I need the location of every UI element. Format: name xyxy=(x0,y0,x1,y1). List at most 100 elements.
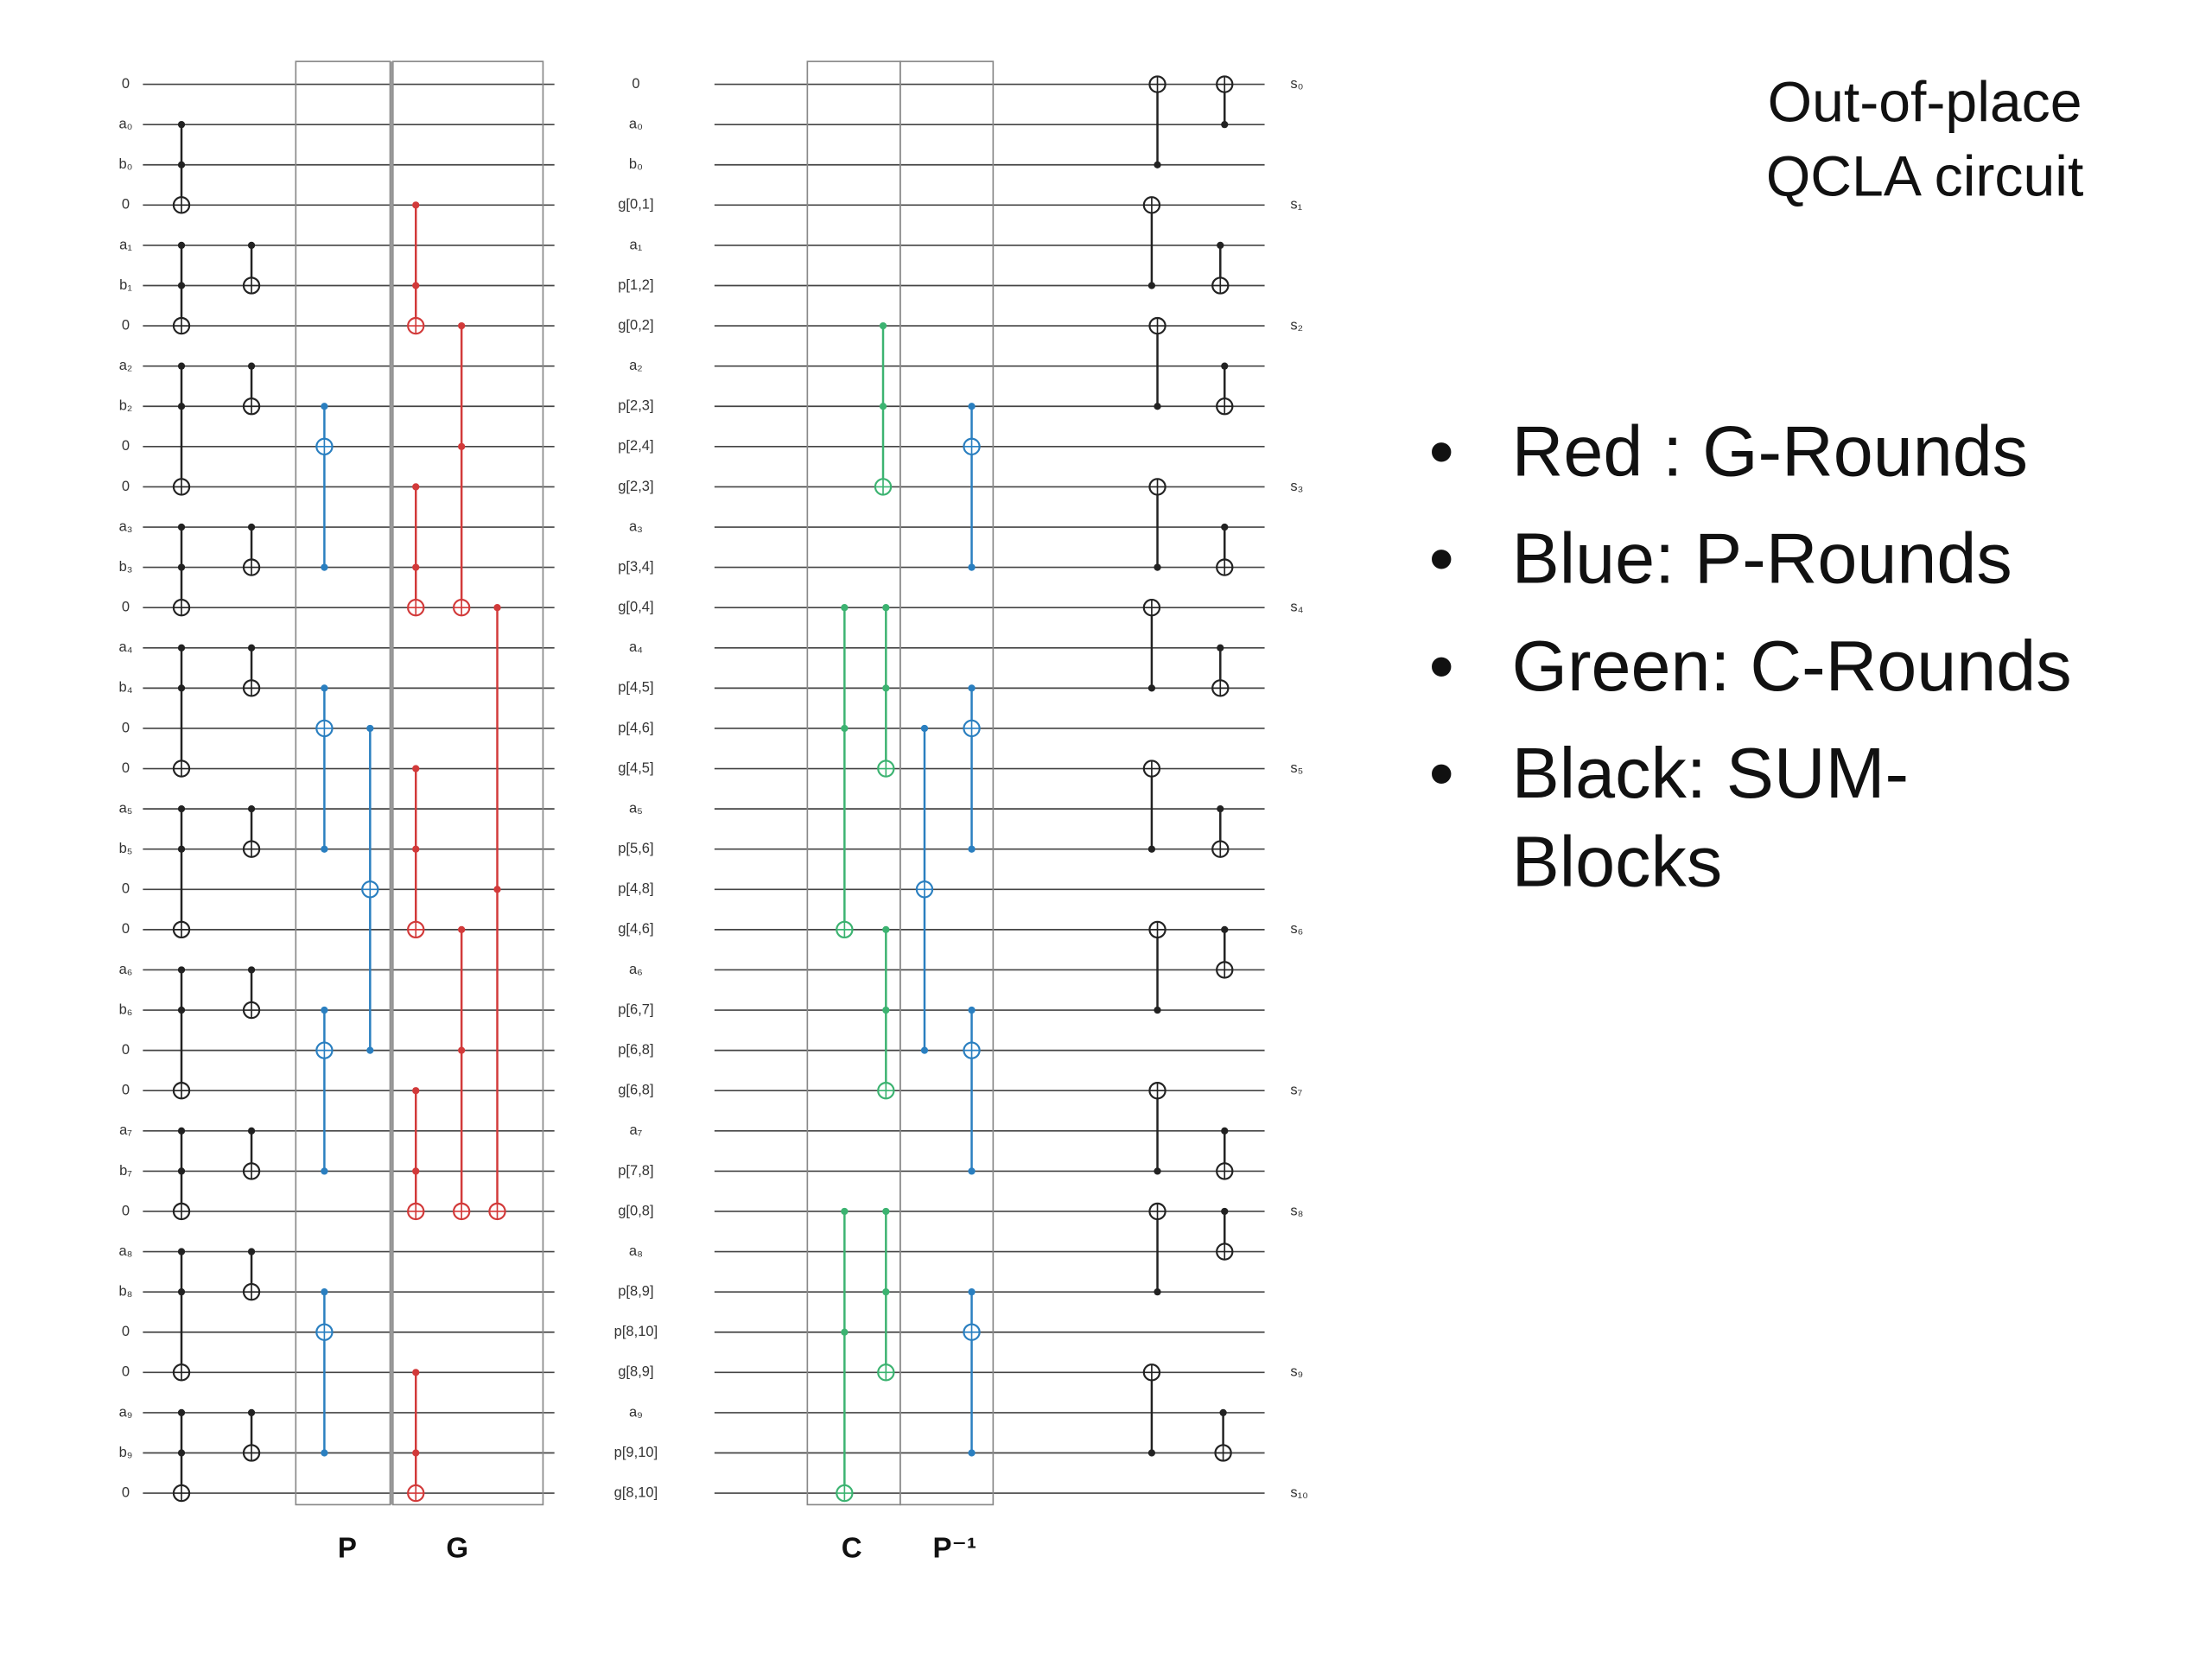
control-dot xyxy=(882,925,890,934)
wire-label: b₁ xyxy=(119,276,132,293)
control-dot xyxy=(1147,845,1156,853)
control-dot xyxy=(177,1127,186,1135)
control-dot xyxy=(177,1408,186,1417)
control-dot xyxy=(1221,121,1229,129)
box-label: C xyxy=(842,1533,862,1565)
labels: 0 0 a₀ a₀ b₀ b₀ 0 g[0,1] a₁ a₁ b₁ p[1,2] 0 g[0,2] a₂ a₂… xyxy=(119,75,1309,1501)
control-dot xyxy=(247,1127,256,1135)
control-dot xyxy=(882,684,890,692)
wire-label: a₃ xyxy=(629,518,643,534)
wire-label: a₀ xyxy=(629,116,643,132)
control-dot xyxy=(968,1288,976,1296)
wire-label: p[2,4] xyxy=(618,437,653,454)
control-dot xyxy=(968,403,976,410)
wire-label: b₀ xyxy=(629,156,643,172)
control-dot xyxy=(1154,1288,1161,1296)
bullet-text: Green: C-Rounds xyxy=(1512,626,2072,706)
wire-label: a₀ xyxy=(119,116,133,132)
control-dot xyxy=(247,644,256,652)
wire-label: p[4,5] xyxy=(618,679,653,696)
control-dot xyxy=(177,845,186,853)
wire-label: p[4,8] xyxy=(618,880,653,897)
control-dot xyxy=(1154,403,1161,410)
control-dot xyxy=(1219,1408,1227,1417)
control-dot xyxy=(177,1449,186,1457)
control-dot xyxy=(968,1449,976,1457)
bullet-symbol: • xyxy=(1429,733,1454,813)
control-dot xyxy=(458,1046,466,1054)
control-dot xyxy=(412,1167,420,1175)
control-dot xyxy=(177,1248,186,1255)
wire-label: p[5,6] xyxy=(618,840,653,856)
wire-label: g[8,9] xyxy=(618,1363,653,1380)
title-line: QCLA circuit xyxy=(1766,145,2083,209)
wire-label: p[6,7] xyxy=(618,1001,653,1017)
control-dot xyxy=(177,804,186,813)
wire-label: a₁ xyxy=(119,236,132,252)
gates xyxy=(172,75,1234,1503)
wire-label: a₉ xyxy=(629,1403,643,1420)
control-dot xyxy=(882,1288,890,1296)
control-dot xyxy=(1154,563,1161,571)
output-label: s₄ xyxy=(1290,599,1303,615)
control-dot xyxy=(1217,804,1224,813)
wire-label: 0 xyxy=(122,760,130,776)
control-dot xyxy=(1147,282,1156,289)
control-dot xyxy=(177,161,186,168)
box-label: P xyxy=(338,1533,357,1565)
wire-label: p[9,10] xyxy=(614,1444,658,1460)
wire-label: p[8,10] xyxy=(614,1323,658,1339)
control-dot xyxy=(458,321,466,330)
control-dot xyxy=(968,1006,976,1014)
control-dot xyxy=(366,724,374,733)
control-dot xyxy=(177,684,186,692)
control-dot xyxy=(493,604,501,612)
wire-label: g[0,2] xyxy=(618,316,653,333)
wire-label: b₆ xyxy=(119,1001,133,1017)
wire-label: g[2,3] xyxy=(618,478,653,494)
output-label: s₀ xyxy=(1290,75,1303,92)
control-dot xyxy=(968,845,976,853)
output-label: s₈ xyxy=(1290,1202,1303,1218)
wire-label: p[4,6] xyxy=(618,719,653,735)
wire-label: g[4,5] xyxy=(618,760,653,776)
p-box xyxy=(295,60,391,1506)
output-label: s₁ xyxy=(1290,196,1302,213)
bullet-text: Blue: P-Rounds xyxy=(1512,518,2012,599)
control-dot xyxy=(1221,362,1229,370)
wire-label: a₂ xyxy=(629,357,643,373)
wire-label: a₇ xyxy=(119,1122,132,1138)
bullet-symbol: • xyxy=(1429,626,1454,706)
control-dot xyxy=(493,886,501,893)
control-dot xyxy=(247,362,256,370)
wire-label: 0 xyxy=(632,75,639,92)
wire-label: b₇ xyxy=(119,1162,132,1179)
control-dot xyxy=(841,1328,849,1336)
wire-label: p[7,8] xyxy=(618,1162,653,1179)
control-dot xyxy=(458,442,466,450)
control-dot xyxy=(177,282,186,289)
control-dot xyxy=(841,724,849,733)
wire-label: a₆ xyxy=(629,961,643,977)
wire-label: 0 xyxy=(122,1323,130,1339)
output-label: s₂ xyxy=(1290,316,1303,333)
wire-label: p[3,4] xyxy=(618,558,653,575)
control-dot xyxy=(968,563,976,571)
pinv-box xyxy=(899,60,995,1506)
control-dot xyxy=(366,1046,374,1054)
control-dot xyxy=(920,1046,929,1054)
wire-label: p[2,3] xyxy=(618,397,653,414)
control-dot xyxy=(321,403,328,410)
control-dot xyxy=(177,403,186,410)
control-dot xyxy=(412,282,420,289)
wire-label: g[0,1] xyxy=(618,196,653,213)
control-dot xyxy=(412,563,420,571)
wire-label: b₀ xyxy=(119,156,133,172)
wire-label: b₈ xyxy=(119,1283,133,1300)
control-dot xyxy=(177,523,186,531)
wire-label: p[1,2] xyxy=(618,276,653,293)
control-dot xyxy=(412,1369,420,1376)
control-dot xyxy=(882,604,890,612)
wire-label: a₅ xyxy=(119,799,133,816)
control-dot xyxy=(1147,684,1156,692)
